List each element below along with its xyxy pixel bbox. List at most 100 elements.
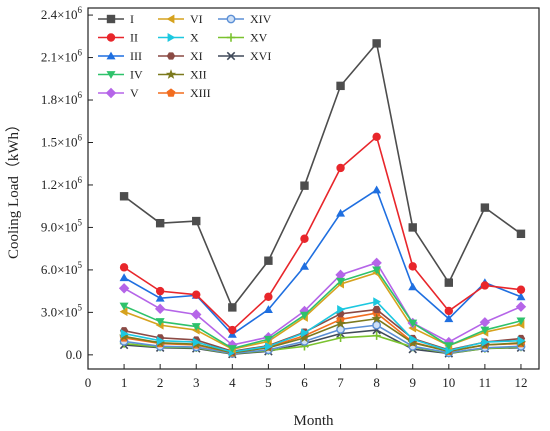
data-point-v: [118, 283, 130, 294]
data-point-xii: [335, 318, 346, 329]
y-tick-label: 2.4×106: [41, 5, 83, 22]
data-point-xv: [372, 331, 381, 340]
x-axis-title: Month: [293, 413, 334, 429]
legend-marker: [226, 51, 236, 61]
x-tick-label: 2: [157, 375, 164, 390]
data-point-x: [301, 328, 309, 338]
legend-item-iv: IV: [98, 68, 143, 82]
data-point-v: [515, 301, 527, 312]
legend-item-xiii: XIII: [158, 86, 211, 100]
x-tick-label: 5: [265, 375, 272, 390]
data-point-iv: [408, 319, 418, 328]
legend-label: V: [130, 86, 139, 100]
x-tick-label: 12: [514, 375, 527, 390]
data-point-i: [264, 256, 273, 265]
data-point-ii: [192, 290, 201, 299]
data-point-i: [336, 81, 345, 91]
legend-label: XVI: [250, 49, 271, 63]
legend-marker: [226, 33, 236, 42]
y-tick-exponent: 5: [78, 260, 83, 270]
series-line-i: [123, 42, 522, 309]
data-point-i: [372, 39, 381, 48]
data-point-iii: [408, 282, 418, 291]
series-x: [120, 297, 526, 357]
data-point-iv: [372, 266, 382, 275]
data-point-iv: [191, 323, 201, 331]
data-point-ii: [480, 281, 490, 290]
series-i: [119, 39, 526, 312]
y-axis-title: Cooling Load（kWh）: [5, 117, 22, 259]
data-point-i: [155, 218, 165, 228]
legend-label: IV: [130, 68, 143, 82]
legend-label: III: [130, 49, 142, 63]
legend-label: XIII: [190, 86, 211, 100]
data-point-x: [156, 336, 165, 346]
data-point-vi: [119, 307, 128, 317]
legend-label: VI: [190, 12, 203, 26]
y-tick-mantissa: 1.5×10: [41, 134, 78, 149]
plot-frame: [87, 7, 540, 370]
legend-label: XII: [190, 68, 207, 82]
data-point-ii: [264, 292, 273, 301]
y-tick-label: 1.2×106: [41, 175, 83, 192]
legend-label: XV: [250, 31, 268, 45]
y-tick-mantissa: 1.2×10: [41, 177, 78, 192]
legend-item-xii: XII: [158, 68, 207, 82]
x-tick-label: 6: [301, 375, 308, 390]
data-point-i: [516, 229, 526, 239]
data-point-x: [445, 346, 454, 356]
data-point-x: [192, 337, 201, 347]
data-point-iv: [119, 302, 129, 311]
data-point-v: [371, 257, 382, 269]
x-tick-label: 11: [479, 375, 492, 390]
data-point-v: [479, 317, 491, 328]
data-point-i: [408, 223, 417, 232]
data-point-i: [192, 216, 201, 226]
data-point-i: [228, 303, 237, 312]
y-tick-label: 3.0×105: [41, 302, 83, 319]
legend-marker: [226, 14, 236, 24]
legend-label: II: [130, 31, 138, 45]
data-point-x: [265, 341, 273, 351]
legend-marker: [167, 33, 176, 42]
series-layer: [118, 39, 527, 359]
x-tick-label: 1: [121, 375, 128, 390]
data-point-iii: [516, 292, 526, 301]
legend-marker: [166, 88, 176, 97]
data-point-i: [119, 192, 129, 201]
data-point-ii: [516, 285, 526, 294]
series-line-iii: [123, 189, 522, 336]
series-line-x: [123, 300, 521, 353]
legend-item-xiv: XIV: [218, 12, 272, 26]
data-point-iii: [444, 314, 454, 323]
data-point-xiv: [372, 320, 382, 330]
data-point-x: [373, 297, 382, 307]
legend-item-x: X: [158, 31, 199, 45]
x-tick-label: 7: [337, 375, 344, 390]
y-tick-mantissa: 2.4×10: [41, 7, 78, 22]
y-tick-label: 6.0×105: [41, 260, 83, 277]
y-tick-label: 1.8×106: [41, 90, 83, 107]
legend-label: XIV: [250, 12, 272, 26]
series-line-xii: [123, 317, 522, 354]
y-tick-exponent: 6: [78, 90, 83, 100]
legend-marker: [166, 14, 175, 24]
data-point-ii: [155, 286, 165, 296]
legend-item-xv: XV: [218, 31, 268, 45]
y-tick-exponent: 6: [78, 175, 83, 185]
series-line-iv: [123, 269, 522, 350]
x-tick-label: 8: [373, 375, 380, 390]
y-tick-exponent: 6: [78, 132, 83, 142]
legend-item-v: V: [98, 86, 139, 100]
y-tick-exponent: 6: [78, 48, 83, 58]
y-tick-mantissa: 1.8×10: [41, 92, 78, 107]
legend-marker: [106, 14, 116, 24]
data-point-iv: [336, 277, 346, 286]
data-point-x: [120, 329, 129, 339]
data-point-i: [300, 181, 309, 190]
data-point-iii: [119, 273, 129, 282]
y-tick-label: 1.5×106: [41, 132, 83, 149]
